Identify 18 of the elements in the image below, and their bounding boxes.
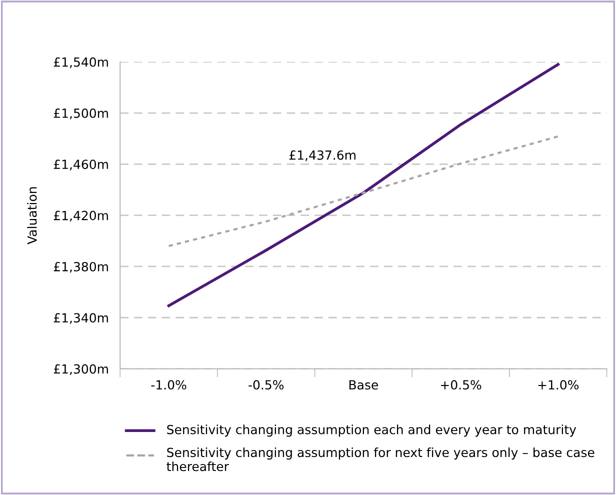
x-tick-label: +0.5% (440, 380, 482, 390)
y-tick-label: £1,540m (54, 57, 108, 68)
y-tick-label: £1,420m (54, 210, 108, 222)
y-tick-label: £1,380m (54, 262, 108, 273)
x-tick-label: -1.0% (151, 380, 186, 390)
x-tick-label: Base (349, 380, 378, 390)
legend-label: Sensitivity changing assumption for next five years only – base case thereafter (166, 447, 594, 472)
y-tick-label: £1,340m (54, 313, 108, 324)
y-tick-label: £1,300m (54, 364, 108, 375)
legend-label: Sensitivity changing assumption each and every year to maturity (167, 424, 576, 437)
y-tick-label: £1,500m (54, 108, 108, 120)
line-series (168, 135, 560, 248)
x-tick-label: +1.0% (538, 380, 579, 390)
annotation: £1,437.6m (289, 150, 356, 162)
y-tick-label: £1,460m (54, 160, 108, 170)
y-axis-title: Valuation (27, 187, 37, 244)
line-series (167, 63, 560, 308)
x-tick-label: -0.5% (248, 380, 284, 390)
